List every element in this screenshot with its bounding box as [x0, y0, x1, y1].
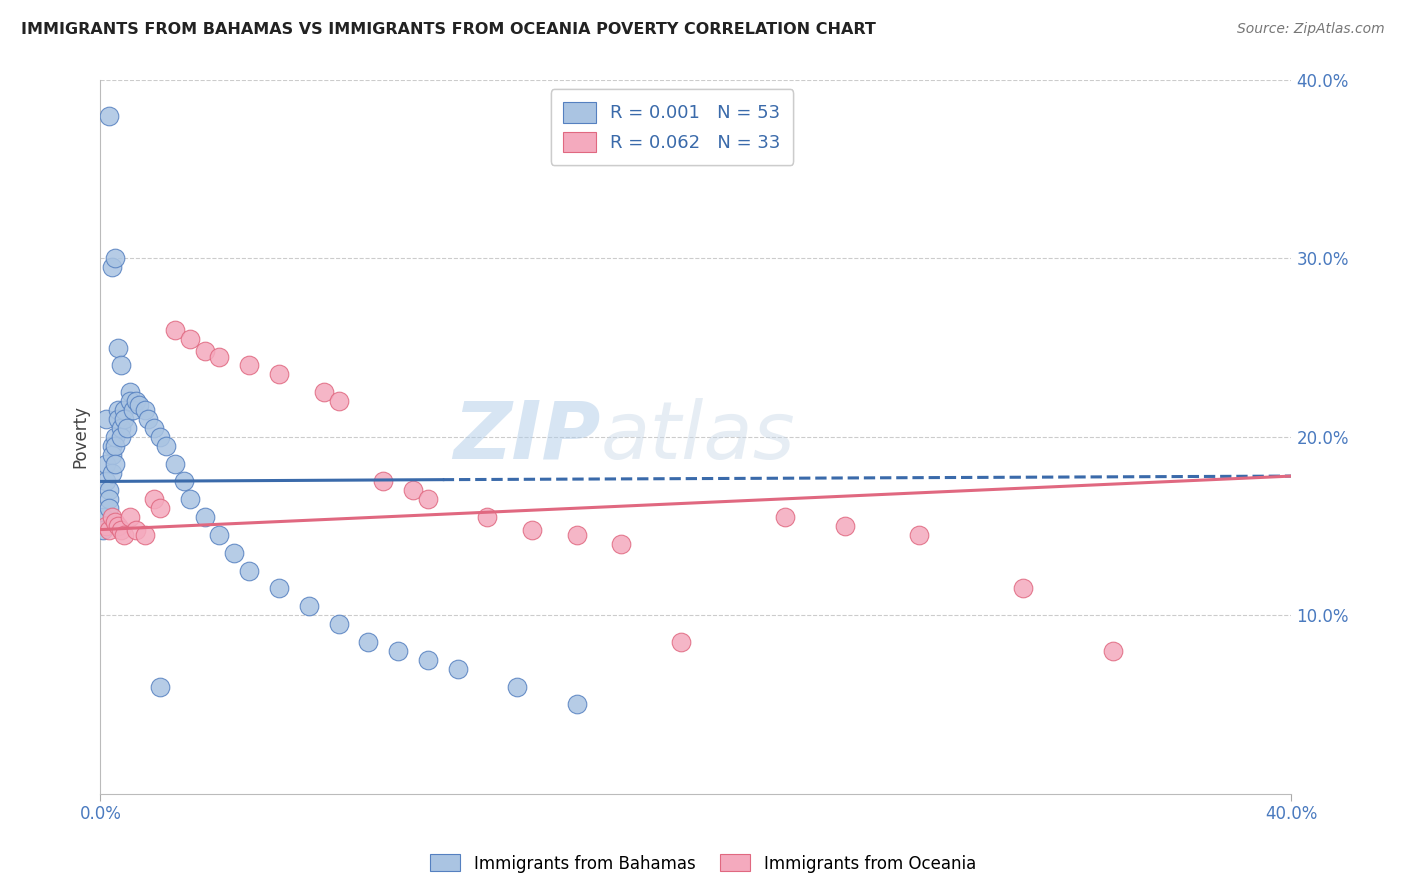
Point [98, 483, 121, 498]
Point [120, 394, 142, 409]
Legend: R = 0.001   N = 53, R = 0.062   N = 33: R = 0.001 N = 53, R = 0.062 N = 33 [551, 89, 793, 165]
Point [149, 501, 172, 516]
Point [155, 439, 177, 453]
Point [328, 617, 350, 632]
Point [104, 516, 127, 530]
Point [506, 680, 529, 694]
Text: atlas: atlas [600, 398, 796, 475]
Point [101, 510, 124, 524]
Point [101, 439, 124, 453]
Point [173, 475, 195, 489]
Point [387, 644, 409, 658]
Point [134, 528, 156, 542]
Point [112, 403, 135, 417]
Point [477, 510, 499, 524]
Point [238, 564, 260, 578]
Point [104, 457, 127, 471]
Point [120, 385, 142, 400]
Text: IMMIGRANTS FROM BAHAMAS VS IMMIGRANTS FROM OCEANIA POVERTY CORRELATION CHART: IMMIGRANTS FROM BAHAMAS VS IMMIGRANTS FR… [21, 22, 876, 37]
Point [112, 412, 135, 426]
Point [416, 653, 439, 667]
Point [112, 528, 135, 542]
Point [104, 252, 127, 266]
Point [142, 492, 165, 507]
Point [416, 492, 439, 507]
Point [142, 421, 165, 435]
Point [110, 523, 132, 537]
Point [91, 510, 114, 524]
Point [669, 635, 692, 649]
Point [110, 359, 132, 373]
Point [565, 528, 588, 542]
Point [98, 501, 121, 516]
Point [115, 421, 138, 435]
Point [110, 430, 132, 444]
Point [98, 492, 121, 507]
Point [104, 439, 127, 453]
Point [107, 403, 129, 417]
Point [179, 492, 201, 507]
Point [208, 350, 231, 364]
Text: ZIP: ZIP [453, 398, 600, 475]
Point [110, 421, 132, 435]
Point [447, 662, 470, 676]
Point [125, 394, 148, 409]
Point [238, 359, 260, 373]
Point [104, 430, 127, 444]
Point [107, 412, 129, 426]
Point [98, 523, 121, 537]
Point [610, 537, 633, 551]
Point [834, 519, 856, 533]
Point [163, 457, 186, 471]
Point [402, 483, 425, 498]
Point [208, 528, 231, 542]
Y-axis label: Poverty: Poverty [72, 405, 89, 468]
Point [134, 403, 156, 417]
Point [1101, 644, 1123, 658]
Point [357, 635, 380, 649]
Point [91, 523, 114, 537]
Point [101, 448, 124, 462]
Text: Source: ZipAtlas.com: Source: ZipAtlas.com [1237, 22, 1385, 37]
Point [163, 323, 186, 337]
Point [267, 368, 290, 382]
Point [96, 519, 118, 533]
Point [224, 546, 246, 560]
Point [98, 109, 121, 123]
Point [149, 680, 172, 694]
Point [125, 523, 148, 537]
Legend: Immigrants from Bahamas, Immigrants from Oceania: Immigrants from Bahamas, Immigrants from… [423, 847, 983, 880]
Point [565, 698, 588, 712]
Point [194, 344, 217, 359]
Point [122, 403, 145, 417]
Point [773, 510, 796, 524]
Point [520, 523, 543, 537]
Point [267, 582, 290, 596]
Point [312, 385, 335, 400]
Point [373, 475, 395, 489]
Point [96, 475, 118, 489]
Point [96, 412, 118, 426]
Point [107, 519, 129, 533]
Point [128, 398, 150, 412]
Point [298, 599, 321, 614]
Point [328, 394, 350, 409]
Point [101, 260, 124, 275]
Point [908, 528, 931, 542]
Point [136, 412, 159, 426]
Point [120, 510, 142, 524]
Point [194, 510, 217, 524]
Point [107, 341, 129, 355]
Point [149, 430, 172, 444]
Point [1012, 582, 1035, 596]
Point [96, 457, 118, 471]
Point [179, 332, 201, 346]
Point [101, 466, 124, 480]
